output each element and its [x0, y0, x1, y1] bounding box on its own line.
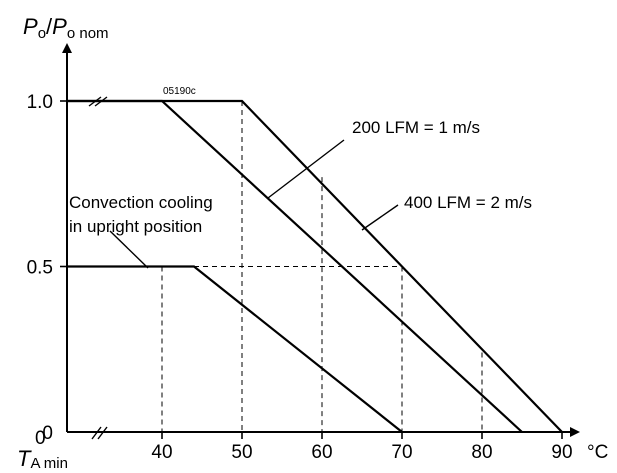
- x-tick-label-70: 70: [391, 442, 412, 463]
- x-unit-label: °C: [587, 442, 608, 463]
- y-axis-label: Po/Po nom: [23, 14, 109, 42]
- guide-lines: [161, 101, 483, 432]
- x-tick-label-60: 60: [311, 442, 332, 463]
- y-tick-label-0: 0: [42, 423, 53, 444]
- figure-code: 05190c: [163, 86, 196, 97]
- x-tick-label-90: 90: [551, 442, 572, 463]
- y-ticks: 1.0 0.5 0: [27, 92, 67, 444]
- annotation-convection-line1: Convection cooling: [69, 193, 213, 212]
- series-line-1: [67, 265, 403, 433]
- x-axis-break: [91, 426, 108, 440]
- x-origin-label: 0: [35, 428, 46, 449]
- y-tick-label-0.5: 0.5: [27, 258, 53, 279]
- x-tick-label-40: 40: [151, 442, 172, 463]
- series-line-3: [67, 99, 563, 433]
- x-tick-label-50: 50: [231, 442, 252, 463]
- x-ticks: 40 50 60 70 80 90: [151, 432, 573, 463]
- x-axis-label: TA min: [17, 446, 68, 472]
- annotation-400lfm: 400 LFM = 2 m/s: [404, 193, 532, 212]
- annotation-200lfm: 200 LFM = 1 m/s: [352, 118, 480, 137]
- y-axis-break: [88, 96, 108, 107]
- x-tick-label-80: 80: [471, 442, 492, 463]
- label-leaders: [109, 139, 399, 269]
- curves: [67, 99, 563, 433]
- annotation-convection-line2: in upright position: [69, 217, 202, 236]
- y-tick-label-1.0: 1.0: [27, 92, 53, 113]
